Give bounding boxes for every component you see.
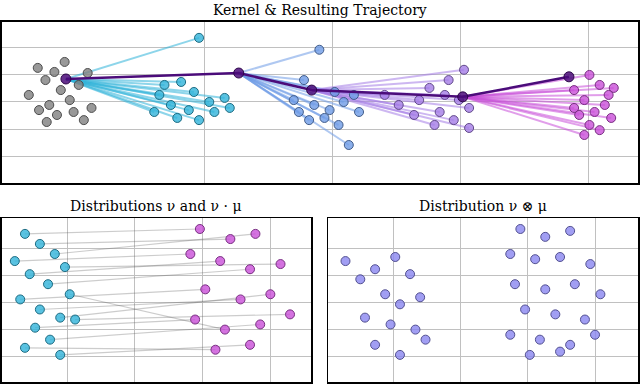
svg-text:Distributions ν and ν · μ: Distributions ν and ν · μ xyxy=(70,198,242,214)
svg-text:Kernel & Resulting Trajectory: Kernel & Resulting Trajectory xyxy=(213,2,427,18)
svg-text:Distribution ν ⊗ μ: Distribution ν ⊗ μ xyxy=(419,198,547,214)
